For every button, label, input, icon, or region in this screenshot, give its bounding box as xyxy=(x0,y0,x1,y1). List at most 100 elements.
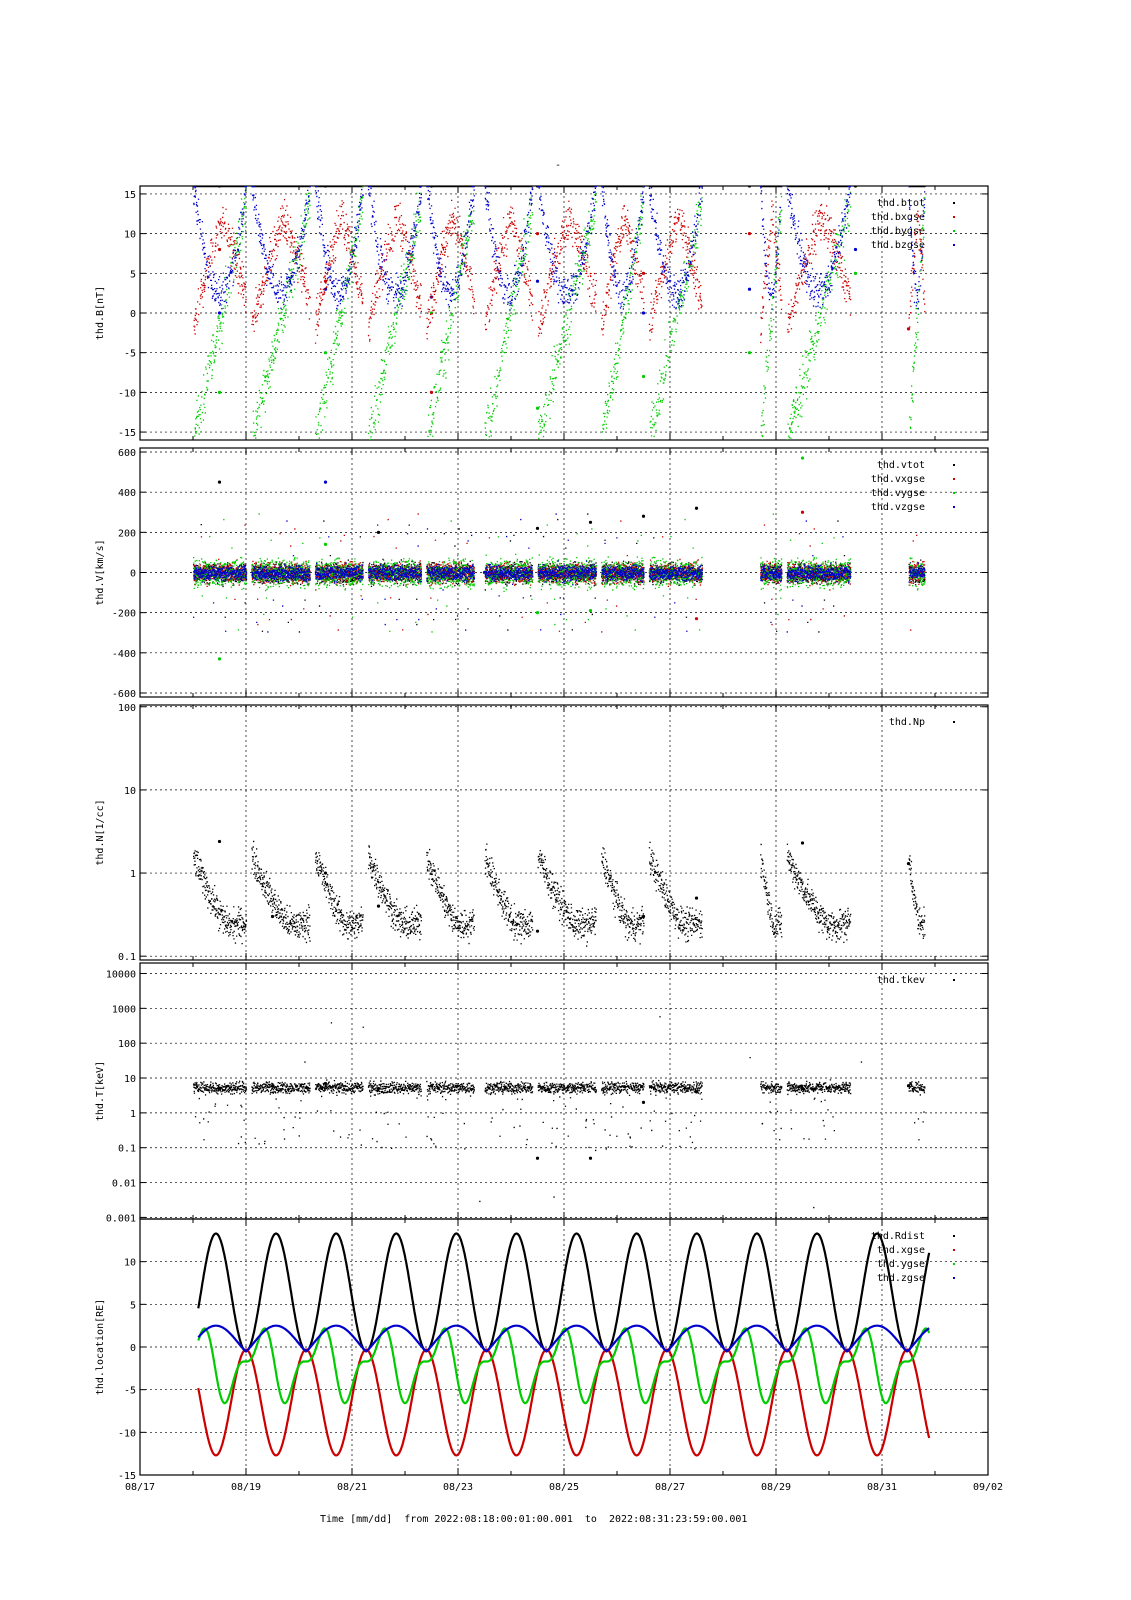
legend-marker xyxy=(953,1235,955,1237)
data-point xyxy=(747,287,752,291)
legend-marker xyxy=(953,506,955,508)
legend-entry: thd.bxgse xyxy=(871,212,925,223)
data-point xyxy=(588,520,593,524)
data-layer xyxy=(197,1232,931,1457)
y-axis-label: thd.B[nT] xyxy=(95,286,106,340)
legend-marker xyxy=(953,492,955,494)
data-point xyxy=(429,390,434,394)
legend-entry: thd.vygse xyxy=(871,488,925,499)
series-thd-vygse xyxy=(217,456,805,661)
data-point xyxy=(323,480,328,484)
panel-4: 10000 1000 100 10 1 0.1 0.01 0.001 thd.T[keV] thd… xyxy=(95,962,989,1224)
legend-marker xyxy=(953,1263,955,1265)
legend-entry: thd.bzgse xyxy=(871,240,925,251)
data-point xyxy=(217,657,222,661)
y-tick-label: 200 xyxy=(118,528,136,539)
panel-2: 600 400 200 0 -200 -400 -600 thd.V[km/s] thd.vto… xyxy=(95,447,989,700)
y-tick-label: 5 xyxy=(130,269,136,280)
y-tick-label: 5 xyxy=(130,1300,136,1311)
legend-marker xyxy=(953,478,955,480)
data-point xyxy=(217,311,222,315)
x-tick-label: 08/23 xyxy=(443,1482,473,1493)
data-point xyxy=(800,841,805,845)
x-tick-label: 08/17 xyxy=(125,1482,155,1493)
y-tick-label: 10000 xyxy=(106,969,136,980)
y-axis-label: thd.location[RE] xyxy=(95,1299,106,1395)
data-point xyxy=(535,611,540,615)
data-points xyxy=(193,1016,926,1209)
data-points xyxy=(193,186,926,440)
data-point xyxy=(800,510,805,514)
series-thd-bzgse xyxy=(217,247,858,315)
y-tick-label: -5 xyxy=(124,1386,136,1397)
data-point xyxy=(323,287,328,291)
data-layer xyxy=(193,1016,926,1209)
series-thd-bygse xyxy=(217,271,858,410)
data-point xyxy=(217,839,222,844)
data-points xyxy=(193,186,926,314)
panel-1: 15 10 5 0 -5 -10 -15 thd.B[nT] thd.btot thd.bxgse… xyxy=(95,185,989,441)
orbit-line xyxy=(197,1324,930,1353)
orbit-line xyxy=(197,1232,931,1353)
y-tick-label: 0.001 xyxy=(106,1213,136,1224)
legend-entry: thd.btot xyxy=(877,198,925,209)
y-tick-label: -5 xyxy=(124,349,136,360)
series-cloud-thd-vygse xyxy=(193,513,926,633)
x-tick-label: 09/02 xyxy=(973,1482,1003,1493)
series-thd-Rdist xyxy=(197,1232,931,1353)
y-tick-label: 10 xyxy=(124,230,136,241)
series-thd-bxgse xyxy=(217,232,911,394)
legend-marker xyxy=(953,230,955,232)
data-point xyxy=(641,514,646,518)
data-point xyxy=(800,456,805,460)
data-point xyxy=(747,351,752,355)
legend-entry: thd.vzgse xyxy=(871,502,925,513)
y-tick-label: -600 xyxy=(112,689,136,700)
legend-entry: thd.vtot xyxy=(877,460,925,471)
data-point xyxy=(376,904,381,908)
data-point xyxy=(906,861,911,866)
y-tick-label: 10 xyxy=(124,1074,136,1085)
data-point xyxy=(217,480,222,484)
data-layer xyxy=(193,186,926,440)
y-tick-label: -400 xyxy=(112,649,136,660)
data-point xyxy=(641,1100,646,1104)
y-tick-label: 0.1 xyxy=(118,952,136,963)
legend-marker xyxy=(953,202,955,204)
data-point xyxy=(694,617,699,621)
y-tick-label: -15 xyxy=(118,1471,136,1482)
legend-entry: thd.vxgse xyxy=(871,474,925,485)
data-point xyxy=(853,271,858,275)
x-tick-label: 08/21 xyxy=(337,1482,367,1493)
y-tick-label: 10 xyxy=(124,786,136,797)
y-tick-label: 0 xyxy=(130,309,136,320)
data-point xyxy=(588,609,593,613)
data-point xyxy=(694,896,699,900)
data-point xyxy=(641,374,646,379)
series-cloud-thd-bygse xyxy=(193,186,926,440)
legend-entry: thd.Rdist xyxy=(871,1231,925,1242)
panel-5: 10 5 0 -5 -10 -15 thd.location[RE] thd.Rdist thd… xyxy=(95,1218,989,1482)
legend-marker xyxy=(953,244,955,246)
series-cloud-thd-bzgse xyxy=(193,186,926,314)
data-point xyxy=(535,526,540,530)
y-tick-label: 600 xyxy=(118,448,136,459)
data-point xyxy=(641,271,646,275)
series-cloud-thd-Np xyxy=(193,840,926,947)
legend-entry: thd.zgse xyxy=(877,1273,925,1284)
data-layer xyxy=(193,839,926,947)
data-point xyxy=(853,247,858,252)
y-tick-label: 15 xyxy=(124,190,136,201)
y-tick-label: 0 xyxy=(130,569,136,580)
legend-entry: thd.xgse xyxy=(877,1245,925,1256)
data-point xyxy=(747,232,752,236)
y-tick-label: 1 xyxy=(130,1109,136,1120)
legend-entry: thd.bygse xyxy=(871,226,925,237)
data-point xyxy=(217,247,222,252)
y-tick-label: 0.1 xyxy=(118,1144,136,1155)
series-thd-xgse xyxy=(197,1348,931,1457)
series-thd-Np xyxy=(217,839,911,933)
data-point xyxy=(535,1156,540,1160)
y-tick-label: 0 xyxy=(130,1343,136,1354)
